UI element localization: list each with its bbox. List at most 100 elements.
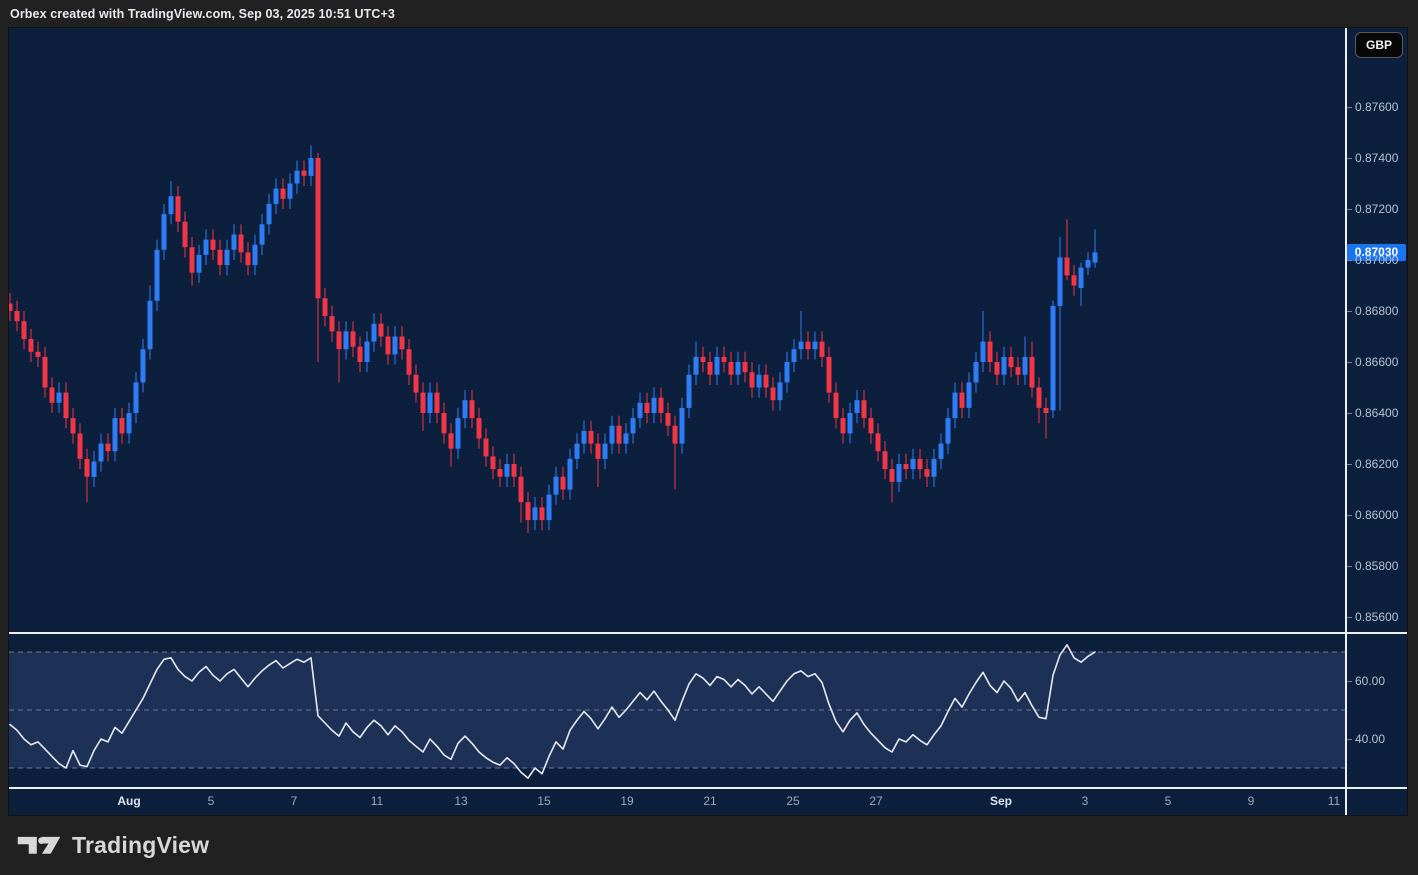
price-axis-tick [1347,311,1352,312]
candle-body [812,341,818,350]
candle-body [210,239,216,250]
candle-body [161,214,167,250]
candle-body [294,170,300,184]
last-price-badge: 0.87030 [1347,243,1406,261]
candle-body [637,402,643,419]
candle-body [406,349,412,375]
candle-body [392,336,398,355]
candle-body [112,418,118,452]
candle-body [252,244,258,266]
candle-body [987,341,993,362]
price-pane[interactable] [9,28,1345,632]
candle-body [854,400,860,413]
candle-body [868,418,874,434]
candle-body [413,374,419,393]
price-axis-label: 0.86800 [1355,304,1399,318]
price-axis-tick [1347,362,1352,363]
candle-body [126,413,132,434]
candle-body [686,374,692,408]
time-axis-label: 11 [1327,794,1341,808]
candle-body [938,443,944,459]
price-axis[interactable]: GBP 0.87030 0.87600 0.87400 0.87200 0.87000… [1347,28,1407,815]
time-axis-label: Aug [117,794,141,808]
candle-body [1092,252,1098,263]
candle-body [777,382,783,401]
candle-body [602,443,608,459]
candle-body [105,443,111,452]
price-axis-label: 0.87200 [1355,202,1399,216]
candle-body [147,300,153,350]
candle-body [959,392,965,408]
oscillator-chart[interactable] [9,634,1345,787]
time-axis-label: 5 [207,794,215,808]
candle-body [483,438,489,457]
pane-separator[interactable] [9,632,1407,634]
candle-body [630,418,636,434]
candle-body [714,356,720,375]
price-axis-tick [1347,260,1352,261]
candle-body [861,400,867,419]
candle-body [1001,356,1007,375]
candle-body [378,323,384,337]
candle-body [1043,407,1049,413]
brand-name: TradingView [72,831,210,858]
candle-body [952,392,958,419]
candle-body [217,249,223,266]
candle-body [973,362,979,383]
candle-body [35,351,41,357]
candle-body [581,430,587,444]
candle-body [917,458,923,470]
candle-body [847,413,853,434]
candle-body [658,397,664,413]
candle-body [476,418,482,439]
time-axis-label: 21 [703,794,717,808]
candle-body [742,362,748,373]
candle-body [427,392,433,413]
brand-footer[interactable]: TradingView [17,831,209,859]
oscillator-pane[interactable] [9,634,1345,787]
candle-body [595,443,601,459]
candle-body [560,476,566,490]
candle-body [623,433,629,444]
oscillator-line [9,644,1096,779]
candle-body [1029,356,1035,388]
candle-body [322,298,328,317]
candle-body [763,374,769,388]
candle-body [98,443,104,462]
candle-body [588,430,594,444]
candle-body [1071,275,1077,286]
candle-body [455,418,461,449]
pane-separator-bottom[interactable] [9,787,1407,789]
candle-body [77,433,83,459]
candle-body [875,433,881,452]
candle-body [140,349,146,383]
price-axis-label: 0.87400 [1355,151,1399,165]
candle-body [301,170,307,176]
candle-body [728,362,734,375]
candle-body [833,392,839,419]
candle-body [805,341,811,350]
time-axis-label: 7 [290,794,298,808]
candle-body [546,494,552,521]
candle-body [42,356,48,388]
candle-body [693,356,699,375]
candle-body [70,418,76,434]
candle-body [182,221,188,248]
time-axis[interactable]: Aug 5 7 11 13 15 19 21 25 27 Sep 3 5 9 11 [9,789,1345,815]
time-axis-label: 9 [1247,794,1255,808]
attribution-text: Orbex created with TradingView.com, Sep … [10,7,395,21]
currency-button[interactable]: GBP [1355,32,1403,58]
candle-body [287,183,293,199]
price-axis-tick [1347,413,1352,414]
oscillator-axis-label: 40.00 [1355,732,1386,746]
candlestick-chart[interactable] [9,28,1345,632]
candle-body [707,362,713,375]
time-axis-label: 13 [454,794,468,808]
candle-body [574,443,580,459]
candle-body [280,188,286,199]
time-axis-label: 11 [370,794,384,808]
candle-body [469,400,475,419]
candle-body [245,252,251,266]
candle-body [63,392,69,419]
